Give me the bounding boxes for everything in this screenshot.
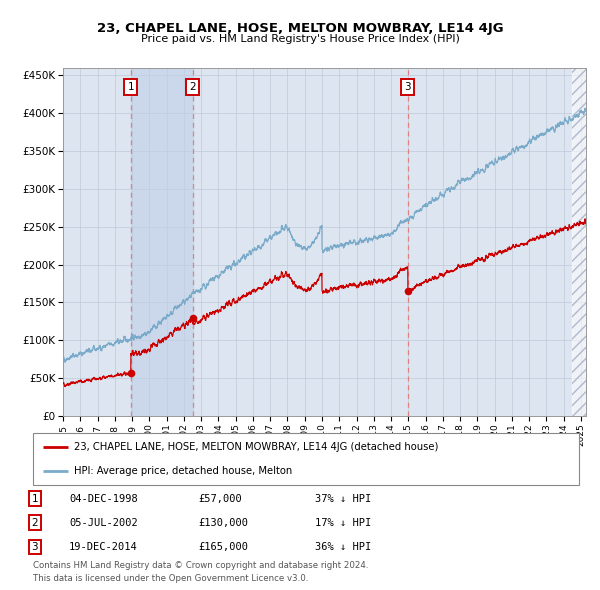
Text: 04-DEC-1998: 04-DEC-1998 [69, 494, 138, 503]
Text: 1: 1 [127, 82, 134, 92]
Text: HPI: Average price, detached house, Melton: HPI: Average price, detached house, Melt… [74, 466, 292, 476]
Text: 37% ↓ HPI: 37% ↓ HPI [315, 494, 371, 503]
Text: £57,000: £57,000 [198, 494, 242, 503]
Text: £165,000: £165,000 [198, 542, 248, 552]
Text: £130,000: £130,000 [198, 518, 248, 527]
Text: Contains HM Land Registry data © Crown copyright and database right 2024.: Contains HM Land Registry data © Crown c… [33, 561, 368, 570]
Text: 05-JUL-2002: 05-JUL-2002 [69, 518, 138, 527]
Text: 3: 3 [404, 82, 411, 92]
FancyBboxPatch shape [33, 433, 579, 485]
Bar [572, 68, 600, 416]
Text: This data is licensed under the Open Government Licence v3.0.: This data is licensed under the Open Gov… [33, 574, 308, 583]
Text: 2: 2 [190, 82, 196, 92]
Text: 23, CHAPEL LANE, HOSE, MELTON MOWBRAY, LE14 4JG (detached house): 23, CHAPEL LANE, HOSE, MELTON MOWBRAY, L… [74, 442, 439, 452]
Bar [131, 68, 193, 416]
Text: 23, CHAPEL LANE, HOSE, MELTON MOWBRAY, LE14 4JG: 23, CHAPEL LANE, HOSE, MELTON MOWBRAY, L… [97, 22, 503, 35]
Bar [572, 68, 600, 416]
Text: 17% ↓ HPI: 17% ↓ HPI [315, 518, 371, 527]
Text: 19-DEC-2014: 19-DEC-2014 [69, 542, 138, 552]
Text: 36% ↓ HPI: 36% ↓ HPI [315, 542, 371, 552]
Text: 2: 2 [31, 518, 38, 527]
Text: Price paid vs. HM Land Registry's House Price Index (HPI): Price paid vs. HM Land Registry's House … [140, 34, 460, 44]
Text: 1: 1 [31, 494, 38, 503]
Text: 3: 3 [31, 542, 38, 552]
